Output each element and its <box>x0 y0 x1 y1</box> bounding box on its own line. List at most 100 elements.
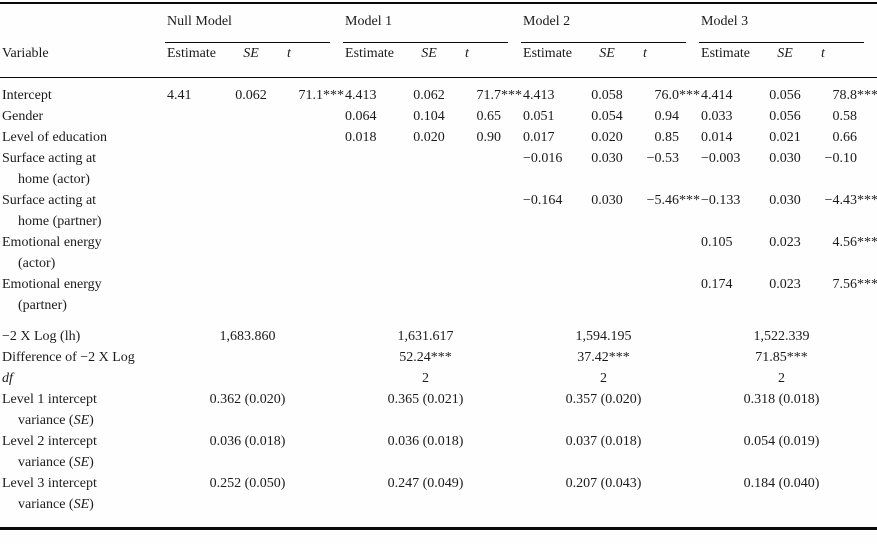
estimate-cell: 0.033 <box>701 109 733 124</box>
significance-stars: *** <box>857 193 877 208</box>
model-group-header-row: Variable Null Model Model 1 Model 2 Mode… <box>0 3 877 78</box>
row-label: Emotional energy (partner) <box>0 274 165 316</box>
estimate-cell <box>343 274 403 316</box>
model-group-label: Model 1 <box>343 11 509 43</box>
t-header: t <box>455 43 522 78</box>
t-cell: 7.56*** <box>811 274 877 316</box>
model-group-label: Model 3 <box>699 11 865 43</box>
summary-cell: 0.362 (0.020) <box>209 392 286 407</box>
t-cell <box>633 232 699 274</box>
se-cell <box>403 274 455 316</box>
estimate-cell <box>343 190 403 232</box>
row-label-italic: SE <box>73 497 90 512</box>
row-label-text: Intercept <box>2 88 52 103</box>
t-value: 0.65 <box>476 109 502 124</box>
row-label: Surface acting at home (actor) <box>0 148 165 190</box>
significance-stars: *** <box>857 88 877 103</box>
t-cell: 71.1*** <box>277 78 345 107</box>
summary-cell: 0.247 (0.049) <box>387 476 464 491</box>
t-value: 76.0 <box>654 88 680 103</box>
summary-cell: 37.42*** <box>577 350 630 365</box>
significance-stars: *** <box>857 235 877 250</box>
estimate-header: Estimate <box>165 43 225 78</box>
se-cell: 0.062 <box>413 88 445 103</box>
row-label: Surface acting at home (partner) <box>0 190 165 232</box>
t-value: 0.94 <box>654 109 680 124</box>
estimate-cell: 0.017 <box>523 130 555 145</box>
se-cell <box>225 127 277 148</box>
row-label-text: Difference of −2 X Log <box>2 350 135 365</box>
se-header: SE <box>225 43 277 78</box>
t-cell: 0.90 <box>455 127 521 148</box>
t-cell: 4.56*** <box>811 232 877 274</box>
t-cell <box>277 127 343 148</box>
row-label-text: Emotional energy (partner) <box>2 277 102 313</box>
estimate-cell: −0.003 <box>701 151 741 166</box>
significance-stars: *** <box>501 88 523 103</box>
t-value: −4.43 <box>824 193 858 208</box>
t-value: −0.10 <box>824 151 858 166</box>
estimate-header: Estimate <box>521 43 582 78</box>
t-cell <box>277 190 343 232</box>
t-cell: 0.65 <box>455 106 521 127</box>
estimate-cell <box>343 232 403 274</box>
table-row: Level 1 intercept variance (SE) 0.362 (0.… <box>0 389 877 431</box>
significance-stars: *** <box>679 193 701 208</box>
summary-cell: 0.037 (0.018) <box>565 434 642 449</box>
row-label-italic: SE <box>73 455 90 470</box>
se-cell <box>225 232 277 274</box>
row-label-text: Level of education <box>2 130 107 145</box>
se-cell: 0.020 <box>413 130 445 145</box>
se-cell <box>225 106 277 127</box>
row-label-text: ) <box>89 497 94 512</box>
se-cell: 0.030 <box>769 193 801 208</box>
t-value: 4.56 <box>832 235 858 250</box>
estimate-cell: 0.018 <box>345 130 377 145</box>
se-cell: 0.056 <box>769 109 801 124</box>
estimate-cell: 4.413 <box>345 88 377 103</box>
se-header: SE <box>403 43 456 78</box>
table-row: Difference of −2 X Log 52.24*** 37.42*** 71… <box>0 347 877 368</box>
estimate-cell <box>521 274 581 316</box>
summary-cell: 0.054 (0.019) <box>743 434 820 449</box>
summary-cell: 0.036 (0.018) <box>209 434 286 449</box>
summary-cell: 1,631.617 <box>397 329 454 344</box>
t-header: t <box>633 43 700 78</box>
t-value: 7.56 <box>832 277 858 292</box>
t-cell <box>455 232 521 274</box>
row-label: Level 2 intercept variance (SE) <box>0 431 165 473</box>
estimate-cell: 0.174 <box>701 277 733 292</box>
row-label-text: −2 X Log (lh) <box>2 329 81 344</box>
summary-cell <box>165 368 343 389</box>
estimate-cell: −0.016 <box>523 151 563 166</box>
t-cell: 0.58 <box>811 106 877 127</box>
t-value: 0.66 <box>832 130 858 145</box>
table-row: Surface acting at home (partner) −0.164 0.… <box>0 190 877 232</box>
estimate-cell <box>165 148 225 190</box>
se-cell <box>225 274 277 316</box>
row-label-text: Level 2 intercept variance ( <box>2 434 97 470</box>
row-label-text: ) <box>89 455 94 470</box>
estimate-cell: −0.133 <box>701 193 741 208</box>
t-cell <box>455 274 521 316</box>
se-cell: 0.020 <box>591 130 623 145</box>
significance-stars: *** <box>679 88 701 103</box>
se-cell: 0.104 <box>413 109 445 124</box>
t-cell: 0.66 <box>811 127 877 148</box>
results-table: Variable Null Model Model 1 Model 2 Mode… <box>0 2 877 530</box>
t-value: −5.46 <box>646 193 680 208</box>
summary-cell: 52.24*** <box>399 350 452 365</box>
se-cell: 0.056 <box>769 88 801 103</box>
estimate-cell <box>165 274 225 316</box>
table-row: df 2 2 2 <box>0 368 877 389</box>
model-group-label: Model 2 <box>521 11 687 43</box>
variable-column-header: Variable <box>0 3 165 78</box>
row-label-text: Surface acting at home (actor) <box>2 151 97 187</box>
table-row: Intercept 4.41 0.062 71.1*** 4.413 0.062 71.7*… <box>0 78 877 107</box>
t-cell <box>277 148 343 190</box>
summary-cell: 1,594.195 <box>575 329 632 344</box>
se-header: SE <box>759 43 812 78</box>
summary-cell: 0.036 (0.018) <box>387 434 464 449</box>
se-cell: 0.030 <box>591 151 623 166</box>
